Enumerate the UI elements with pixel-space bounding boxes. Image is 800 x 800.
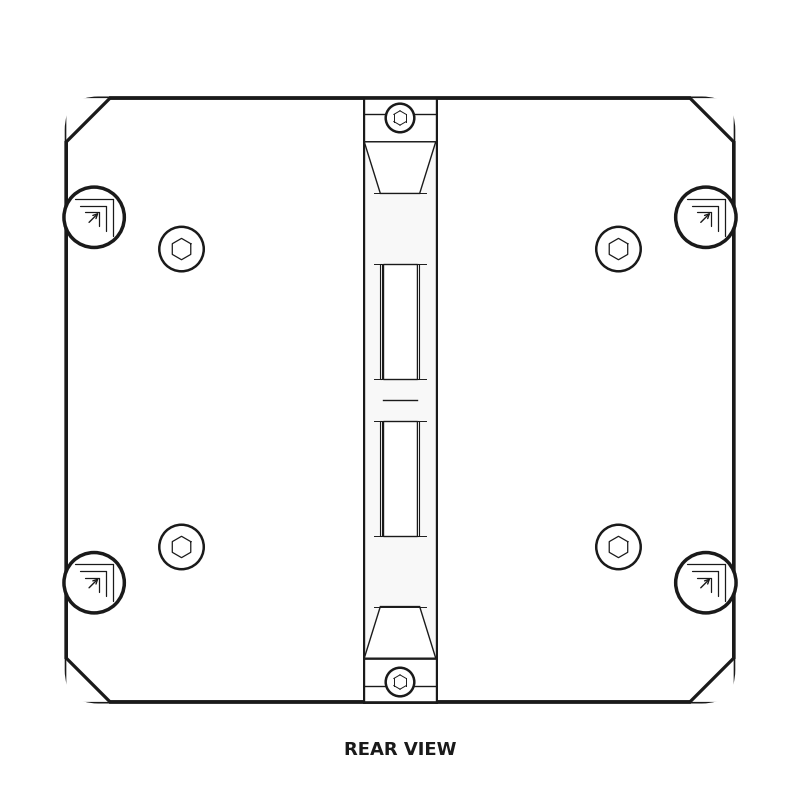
Bar <box>380 421 382 536</box>
Polygon shape <box>66 658 110 702</box>
Polygon shape <box>66 98 110 142</box>
Polygon shape <box>66 98 734 702</box>
Circle shape <box>64 187 124 247</box>
Polygon shape <box>364 142 436 194</box>
Circle shape <box>596 525 641 570</box>
FancyBboxPatch shape <box>66 98 734 702</box>
Bar <box>364 142 436 658</box>
Circle shape <box>64 553 124 613</box>
Circle shape <box>676 187 736 247</box>
Circle shape <box>596 227 641 271</box>
Polygon shape <box>690 98 734 142</box>
Bar <box>364 98 436 142</box>
Bar <box>417 421 418 536</box>
Bar <box>380 264 382 379</box>
Circle shape <box>386 104 414 132</box>
Bar <box>417 264 418 379</box>
Bar <box>383 421 417 536</box>
Polygon shape <box>690 658 734 702</box>
Circle shape <box>159 227 204 271</box>
Bar <box>364 658 436 702</box>
Circle shape <box>676 553 736 613</box>
Circle shape <box>386 668 414 696</box>
Polygon shape <box>364 606 436 658</box>
Bar <box>383 264 417 379</box>
Circle shape <box>159 525 204 570</box>
Text: REAR VIEW: REAR VIEW <box>344 741 456 758</box>
